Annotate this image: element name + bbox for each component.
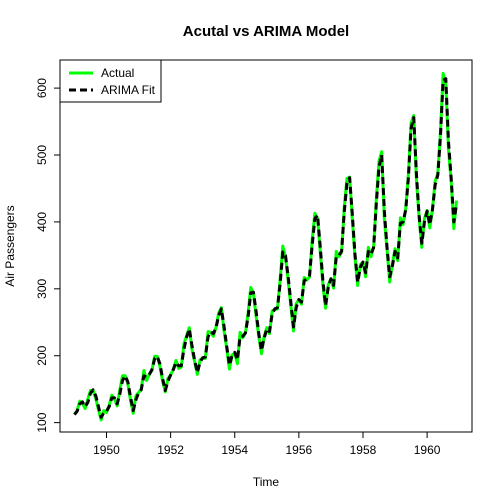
x-tick-label: 1960: [414, 443, 441, 457]
y-tick-label: 100: [35, 412, 49, 432]
y-tick-label: 400: [35, 212, 49, 232]
x-tick-label: 1956: [286, 443, 313, 457]
x-tick-label: 1958: [350, 443, 377, 457]
x-axis: 1950 1952 1954 1956 1958 1960: [93, 432, 441, 457]
x-tick-label: 1954: [221, 443, 248, 457]
legend-box: [59, 59, 162, 103]
legend-label-arima-fit: ARIMA Fit: [101, 83, 156, 97]
legend-label-actual: Actual: [101, 66, 134, 80]
x-tick-label: 1950: [93, 443, 120, 457]
y-tick-label: 300: [35, 278, 49, 298]
y-tick-label: 200: [35, 345, 49, 365]
legend: Actual ARIMA Fit: [59, 59, 162, 103]
y-axis: 100 200 300 400 500 600: [35, 78, 60, 433]
y-tick-label: 500: [35, 145, 49, 165]
x-axis-label: Time: [253, 475, 280, 489]
y-axis-label: Air Passengers: [3, 205, 17, 286]
plot-frame: [59, 59, 473, 433]
y-tick-label: 600: [35, 78, 49, 98]
x-tick-label: 1952: [157, 443, 184, 457]
series-line-arima-fit: [73, 77, 458, 419]
series-layer: [73, 71, 458, 422]
chart-title: Acutal vs ARIMA Model: [183, 23, 349, 40]
